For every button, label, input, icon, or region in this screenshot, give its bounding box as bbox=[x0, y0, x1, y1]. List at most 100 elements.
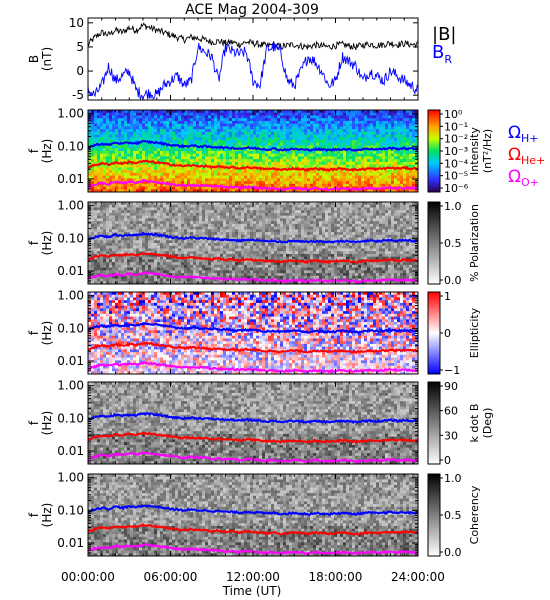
intensity-colorbar-tick-label: 10⁻⁴ bbox=[444, 157, 469, 170]
intensity-curve-h-plus bbox=[87, 139, 419, 153]
polarization-ytick-label: 0.01 bbox=[57, 264, 84, 278]
polarization-spectrogram bbox=[88, 202, 419, 285]
intensity-colorbar-tick-label: 10⁻³ bbox=[444, 145, 468, 158]
coherency-curve-h-plus bbox=[87, 503, 419, 516]
intensity-colorbar-tick-label: 10⁻⁶ bbox=[444, 182, 469, 195]
coherency-curve-he-plus bbox=[87, 523, 419, 536]
field-ytick-label: 10 bbox=[69, 16, 84, 30]
kdotb-colorbar-label: k dot B bbox=[468, 404, 481, 443]
series-line-btotal bbox=[87, 22, 419, 51]
kdotb-spectrogram bbox=[88, 382, 419, 465]
ellipticity-ylabel-text: f bbox=[27, 330, 41, 335]
coherency-ytick-label: 1.00 bbox=[57, 471, 84, 485]
kdotb-ytick-label: 0.10 bbox=[57, 411, 84, 425]
ellipticity-colorbar-tick-label: −1 bbox=[444, 364, 460, 377]
polarization-colorbar bbox=[427, 201, 441, 285]
kdotb-colorbar-tick-label: 30 bbox=[444, 429, 458, 442]
x-tick-label: 12:00:00 bbox=[226, 570, 280, 584]
intensity-ytick-label: 0.01 bbox=[57, 172, 84, 186]
kdotb-ylabel: f (Hz) bbox=[27, 411, 54, 436]
kdotb-curve-he-plus bbox=[87, 431, 419, 445]
ellipticity-curve-he-plus bbox=[87, 341, 419, 355]
x-tick-label: 06:00:00 bbox=[144, 570, 198, 584]
x-tick-label: 18:00:00 bbox=[309, 570, 363, 584]
polarization-colorbar-label: % Polarization bbox=[468, 204, 481, 282]
legend-btotal: |B| bbox=[432, 24, 456, 45]
ellipticity-ytick-label: 0.10 bbox=[57, 321, 84, 335]
kdotb-colorbar-label: (Deg) bbox=[481, 408, 494, 439]
polarization-ylabel: f (Hz) bbox=[27, 231, 54, 256]
coherency-colorbar-tick-label: 0.5 bbox=[444, 509, 462, 522]
polarization-ylabel-text: f bbox=[27, 240, 41, 245]
kdotb-colorbar bbox=[427, 381, 441, 465]
series-line-br bbox=[87, 41, 419, 101]
field-ylabel-text: (nT) bbox=[40, 47, 54, 71]
coherency-colorbar-label: Coherency bbox=[468, 485, 481, 544]
ellipticity-ylabel-text: (Hz) bbox=[40, 321, 54, 346]
coherency-ytick-label: 0.01 bbox=[57, 536, 84, 550]
polarization-curve-he-plus bbox=[87, 252, 419, 265]
coherency-ylabel-text: f bbox=[27, 512, 41, 517]
intensity-spectrogram bbox=[88, 110, 419, 193]
ellipticity-ytick-label: 0.01 bbox=[57, 354, 84, 368]
chart-title: ACE Mag 2004-309 bbox=[185, 2, 319, 18]
intensity-colorbar-label: Intensity bbox=[468, 127, 481, 175]
ellipticity-colorbar-tick-label: 0 bbox=[444, 327, 451, 340]
polarization-ytick-label: 1.00 bbox=[57, 199, 84, 213]
ellipticity-colorbar-label: Ellipticity bbox=[468, 307, 481, 358]
intensity-ylabel: f (Hz) bbox=[27, 139, 54, 164]
coherency-ylabel-text: (Hz) bbox=[40, 503, 54, 528]
polarization-colorbar-tick-label: 0.5 bbox=[444, 237, 462, 250]
intensity-ytick-label: 0.10 bbox=[57, 139, 84, 153]
kdotb-curve-o-plus bbox=[87, 451, 419, 464]
kdotb-colorbar-tick-label: 0 bbox=[444, 454, 451, 467]
intensity-ylabel-text: (Hz) bbox=[40, 139, 54, 164]
ellipticity-spectrogram bbox=[88, 292, 419, 375]
ellipticity-curve-h-plus bbox=[87, 322, 419, 335]
field-ytick-label: 0 bbox=[76, 64, 84, 78]
coherency-ytick-label: 0.10 bbox=[57, 503, 84, 517]
intensity-ytick-label: 1.00 bbox=[57, 107, 84, 121]
field-ytick-label: -5 bbox=[72, 88, 84, 102]
ellipticity-ylabel: f (Hz) bbox=[27, 321, 54, 346]
legend-omega-h-plus: ΩH+ bbox=[508, 123, 539, 145]
kdotb-ytick-label: 0.01 bbox=[57, 444, 84, 458]
coherency-colorbar-tick-label: 0.0 bbox=[444, 546, 462, 559]
legend-omega-he-plus: ΩHe+ bbox=[508, 145, 545, 167]
intensity-curve-he-plus bbox=[87, 159, 419, 173]
polarization-colorbar-tick-label: 1.0 bbox=[444, 200, 462, 213]
coherency-spectrogram bbox=[88, 474, 419, 557]
ellipticity-colorbar-tick-label: 1 bbox=[444, 290, 451, 303]
polarization-ylabel-text: (Hz) bbox=[40, 231, 54, 256]
kdotb-ylabel-text: (Hz) bbox=[40, 411, 54, 436]
field-ylabel-text: B bbox=[27, 55, 41, 63]
kdotb-curve-h-plus bbox=[87, 412, 419, 425]
field-ytick-label: 5 bbox=[76, 40, 84, 54]
field-ylabel: B (nT) bbox=[27, 47, 54, 71]
x-tick-label: 24:00:00 bbox=[391, 570, 445, 584]
intensity-colorbar-tick-label: 10⁰ bbox=[444, 108, 463, 121]
coherency-colorbar-tick-label: 1.0 bbox=[444, 472, 462, 485]
kdotb-colorbar-tick-label: 60 bbox=[444, 405, 458, 418]
ellipticity-ytick-label: 1.00 bbox=[57, 289, 84, 303]
legend-omega-o-plus: ΩO+ bbox=[508, 167, 539, 189]
intensity-colorbar-tick-label: 10⁻¹ bbox=[444, 120, 468, 133]
intensity-colorbar-tick-label: 10⁻² bbox=[444, 133, 468, 146]
legend-br: BR bbox=[432, 42, 452, 66]
kdotb-ytick-label: 1.00 bbox=[57, 379, 84, 393]
polarization-colorbar-tick-label: 0.0 bbox=[444, 274, 462, 287]
x-axis-label: Time (UT) bbox=[222, 584, 282, 598]
intensity-colorbar bbox=[427, 109, 441, 193]
coherency-ylabel: f (Hz) bbox=[27, 503, 54, 528]
kdotb-colorbar-tick-label: 90 bbox=[444, 380, 458, 393]
intensity-ylabel-text: f bbox=[27, 148, 41, 153]
coherency-colorbar bbox=[427, 473, 441, 557]
x-tick-label: 00:00:00 bbox=[61, 570, 115, 584]
kdotb-ylabel-text: f bbox=[27, 420, 41, 425]
polarization-ytick-label: 0.10 bbox=[57, 231, 84, 245]
intensity-colorbar-tick-label: 10⁻⁵ bbox=[444, 170, 468, 183]
intensity-colorbar-label: (nT²/Hz) bbox=[481, 129, 494, 173]
ellipticity-colorbar bbox=[427, 291, 441, 375]
polarization-curve-h-plus bbox=[87, 231, 419, 244]
